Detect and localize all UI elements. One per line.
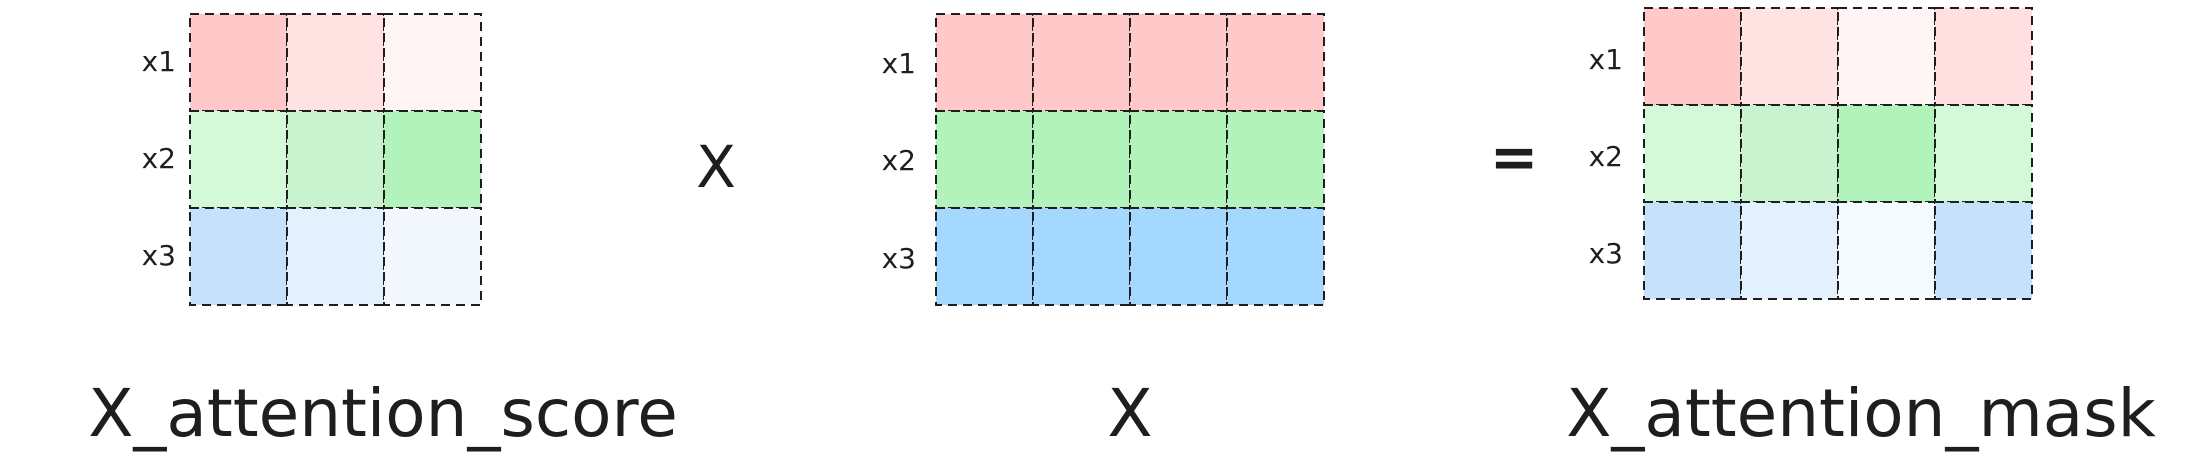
- matrix-cell-r3-c3: [1130, 208, 1227, 305]
- matrix-cell-r1-c3: [1838, 8, 1935, 105]
- matrix-cell-r1-c2: [287, 14, 384, 111]
- matrix-cell-r1-c1: [936, 14, 1033, 111]
- matrix-cell-r3-c1: [1644, 202, 1741, 299]
- caption-attention-mask: X_attention_mask: [1566, 375, 2156, 452]
- matrix-cell-r1-c4: [1935, 8, 2032, 105]
- matrix-cell-r3-c2: [1741, 202, 1838, 299]
- row-label-x1: x1: [1589, 43, 1623, 76]
- matrix-cell-r3-c1: [190, 208, 287, 305]
- matrix-cell-r2-c2: [1033, 111, 1130, 208]
- matrix-cell-r3-c2: [287, 208, 384, 305]
- matrix-cell-r2-c2: [287, 111, 384, 208]
- matrix-cell-r2-c4: [1227, 111, 1324, 208]
- matrix-cell-r3-c2: [1033, 208, 1130, 305]
- row-label-x2: x2: [882, 144, 916, 177]
- matrix-cell-r2-c1: [936, 111, 1033, 208]
- matrix-cell-r2-c3: [1130, 111, 1227, 208]
- matrix-cell-r3-c3: [384, 208, 481, 305]
- row-label-x1: x1: [142, 45, 176, 78]
- row-label-x2: x2: [142, 142, 176, 175]
- matrix-cell-r3-c4: [1935, 202, 2032, 299]
- matrix-attention-score: x1 x2 x3: [142, 14, 481, 305]
- matrix-cell-r1-c3: [1130, 14, 1227, 111]
- matrix-cell-r3-c3: [1838, 202, 1935, 299]
- matrix-cell-r3-c1: [936, 208, 1033, 305]
- multiply-operator: X: [696, 133, 736, 201]
- caption-attention-score: X_attention_score: [88, 375, 678, 452]
- matrix-cell-r2-c2: [1741, 105, 1838, 202]
- matrix-cell-r2-c1: [1644, 105, 1741, 202]
- row-label-x1: x1: [882, 47, 916, 80]
- matrix-cell-r1-c2: [1033, 14, 1130, 111]
- matrix-attention-mask: x1 x2 x3: [1589, 8, 2032, 299]
- x-grid: [936, 14, 1324, 305]
- matrix-cell-r2-c1: [190, 111, 287, 208]
- matrix-cell-r3-c4: [1227, 208, 1324, 305]
- matrix-x: x1 x2 x3: [882, 14, 1324, 305]
- row-label-x3: x3: [882, 242, 916, 275]
- matrix-cell-r2-c3: [1838, 105, 1935, 202]
- matrix-cell-r1-c2: [1741, 8, 1838, 105]
- matrix-cell-r1-c3: [384, 14, 481, 111]
- row-label-x3: x3: [142, 239, 176, 272]
- caption-x: X: [1107, 375, 1152, 452]
- attention-score-grid: [190, 14, 481, 305]
- matrix-cell-r1-c1: [1644, 8, 1741, 105]
- matrix-cell-r2-c3: [384, 111, 481, 208]
- matrix-cell-r1-c4: [1227, 14, 1324, 111]
- row-label-x3: x3: [1589, 237, 1623, 270]
- matrix-cell-r2-c4: [1935, 105, 2032, 202]
- matrix-cell-r1-c1: [190, 14, 287, 111]
- equals-operator: =: [1490, 123, 1539, 191]
- attention-mask-grid: [1644, 8, 2032, 299]
- row-label-x2: x2: [1589, 140, 1623, 173]
